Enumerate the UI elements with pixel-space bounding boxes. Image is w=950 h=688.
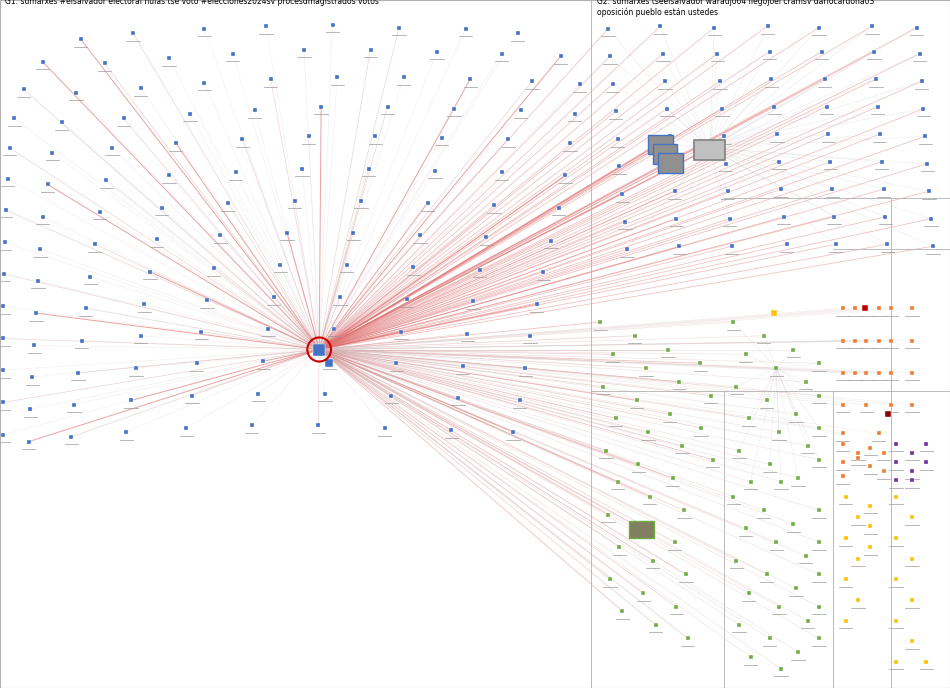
Bar — [694, 140, 725, 160]
Bar — [648, 135, 673, 154]
Bar — [653, 144, 677, 164]
Text: G1: sumarxes #elsalvador electoral nulas tse voto #elecciones2024sv procesdmagis: G1: sumarxes #elsalvador electoral nulas… — [5, 0, 379, 6]
Text: G2: sumarxes tseelsalvador waraujo64 llegojoel cramsv dariocardona03
oposición p: G2: sumarxes tseelsalvador waraujo64 lle… — [597, 0, 874, 17]
Bar — [629, 521, 654, 538]
Bar — [658, 153, 683, 173]
